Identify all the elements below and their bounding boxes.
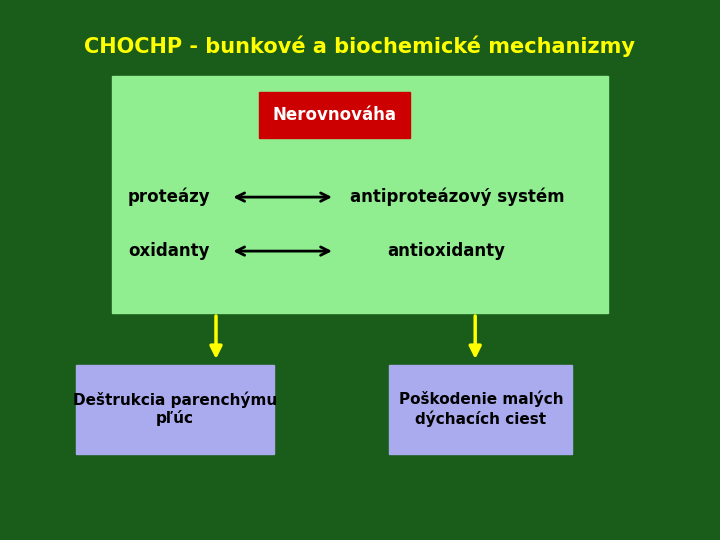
Text: Nerovnováha: Nerovnováha [273, 106, 397, 124]
Text: antiproteázový systém: antiproteázový systém [350, 188, 564, 206]
Text: oxidanty: oxidanty [128, 242, 210, 260]
Bar [76, 364, 274, 454]
Text: Poškodenie malých
dýchacích ciest: Poškodenie malých dýchacích ciest [399, 391, 563, 427]
Bar [389, 364, 572, 454]
Bar [259, 92, 410, 138]
Text: proteázy: proteázy [128, 188, 210, 206]
Text: CHOCHP - bunkové a biochemické mechanizmy: CHOCHP - bunkové a biochemické mechanizm… [84, 35, 636, 57]
Text: antioxidanty: antioxidanty [387, 242, 505, 260]
Text: Deštrukcia parenchýmu
pľúc: Deštrukcia parenchýmu pľúc [73, 391, 277, 427]
Bar [112, 76, 608, 313]
